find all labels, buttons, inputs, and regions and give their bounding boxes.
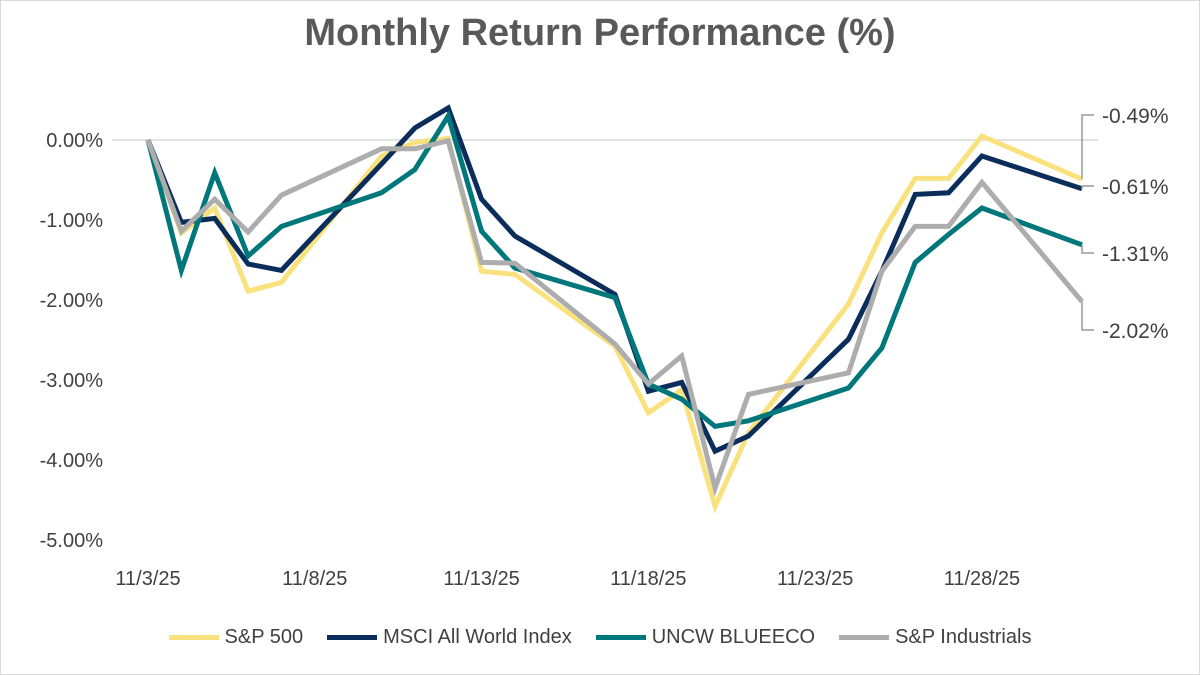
- y-tick-label: 0.00%: [46, 130, 103, 152]
- legend-label: S&P Industrials: [895, 626, 1032, 648]
- legend-swatch: [839, 635, 890, 640]
- legend-swatch: [595, 635, 646, 640]
- x-tick-label: 11/28/25: [944, 568, 1020, 590]
- legend-item: MSCI All World Index: [327, 626, 572, 649]
- legend-swatch: [168, 635, 219, 640]
- legend-label: S&P 500: [224, 626, 304, 648]
- x-tick-label: 11/18/25: [610, 568, 686, 590]
- series-line-uncw-blueeco: [145, 109, 1083, 430]
- leader-line: [1081, 301, 1094, 331]
- legend-label: MSCI All World Index: [383, 626, 572, 648]
- series-line-msci-all-world-index: [145, 104, 1083, 455]
- series-line-s-p-industrials: [145, 137, 1084, 497]
- end-data-label: -0.61%: [1102, 176, 1169, 199]
- x-tick-label: 11/23/25: [777, 568, 853, 590]
- y-tick-label: -4.00%: [40, 450, 104, 472]
- legend-swatch: [327, 635, 378, 640]
- end-data-label: -0.49%: [1102, 105, 1169, 128]
- legend-item: S&P Industrials: [839, 626, 1031, 649]
- end-data-label: -2.02%: [1102, 320, 1169, 343]
- legend-label: UNCW BLUEECO: [651, 626, 816, 648]
- leader-line: [1081, 244, 1094, 254]
- leader-line: [1081, 114, 1094, 180]
- y-tick-label: -1.00%: [40, 210, 104, 232]
- y-tick-label: -2.00%: [40, 290, 104, 312]
- y-tick-label: -3.00%: [40, 370, 104, 392]
- legend: S&P 500 MSCI All World Index UNCW BLUEECO S…: [0, 626, 1200, 649]
- end-data-label: -1.31%: [1102, 243, 1169, 266]
- x-tick-label: 11/3/25: [115, 568, 180, 590]
- leader-line: [1081, 185, 1094, 189]
- chart-title: Monthly Return Performance (%): [304, 12, 896, 54]
- x-tick-label: 11/13/25: [443, 568, 519, 590]
- x-tick-label: 11/8/25: [282, 568, 347, 590]
- legend-item: S&P 500: [168, 626, 304, 649]
- y-tick-label: -5.00%: [40, 530, 104, 552]
- legend-item: UNCW BLUEECO: [595, 626, 816, 649]
